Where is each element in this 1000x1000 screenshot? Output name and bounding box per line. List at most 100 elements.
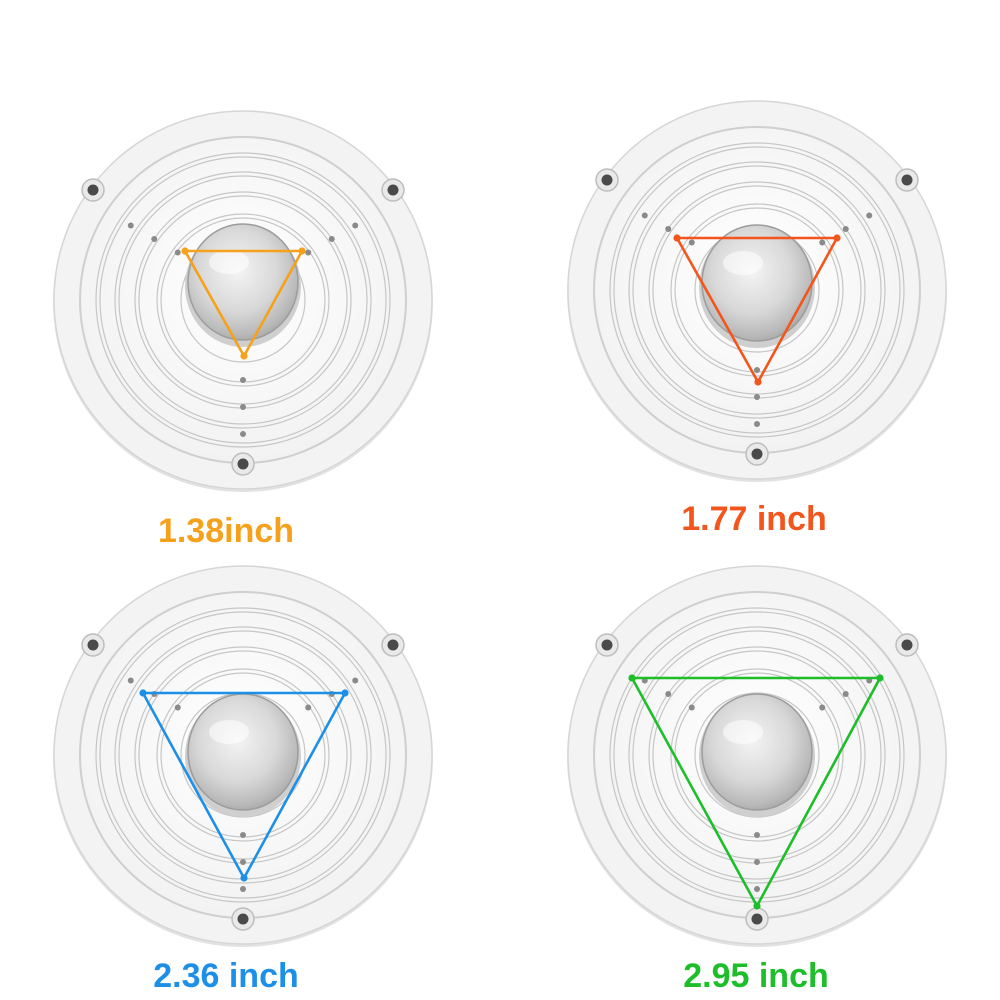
pin-hole <box>842 691 849 697</box>
groove-ring <box>613 611 901 899</box>
size-label-3: 2.36 inch <box>153 957 299 995</box>
mounting-plate-icon <box>567 565 947 947</box>
mounting-plate-icon <box>567 100 947 482</box>
triangle-outline <box>183 249 304 358</box>
pin-hole <box>305 249 312 256</box>
size-label-4: 2.95 inch <box>683 957 829 995</box>
pin-hole <box>240 859 246 865</box>
pin-hole <box>819 704 826 711</box>
pin-hole <box>151 236 158 242</box>
screw-hole <box>387 639 399 651</box>
pin-hole <box>240 377 246 383</box>
dome-highlight <box>723 720 763 744</box>
groove-ring <box>632 165 882 415</box>
screw-hole <box>751 913 763 925</box>
measurement-triangle <box>181 247 306 360</box>
screw-hole <box>87 184 99 196</box>
groove-ring <box>118 175 368 425</box>
screw-hole <box>601 174 613 186</box>
measurement-triangle <box>139 689 349 882</box>
screw-hole <box>237 458 249 470</box>
measurement-triangle <box>628 674 884 910</box>
groove-ring <box>95 607 391 903</box>
pin-hole <box>240 832 246 838</box>
mounting-plate-icon <box>53 110 433 492</box>
pin-hole <box>328 236 335 242</box>
pin-hole <box>127 222 134 229</box>
pin-hole <box>754 421 760 427</box>
triangle-outline <box>675 236 839 384</box>
pin-hole <box>819 239 826 246</box>
pin-hole <box>665 691 672 697</box>
pin-hole <box>754 367 760 373</box>
pin-hole <box>688 239 695 246</box>
dome-highlight <box>723 251 763 275</box>
groove-ring <box>114 626 372 884</box>
size-label-2: 1.77 inch <box>681 500 827 538</box>
dome <box>701 224 813 342</box>
screw-hole <box>901 174 913 186</box>
dome <box>187 223 299 341</box>
dome-highlight <box>209 720 249 744</box>
groove-ring <box>114 171 372 429</box>
pin-hole <box>754 859 760 865</box>
pin-hole <box>688 704 695 711</box>
pin-hole <box>240 404 246 410</box>
pin-hole <box>240 431 246 437</box>
groove-ring <box>609 607 905 903</box>
groove-ring <box>632 630 882 880</box>
pin-hole <box>352 677 359 684</box>
pin-hole <box>127 677 134 684</box>
groove-ring <box>156 213 330 387</box>
triangle-vertex <box>628 674 636 682</box>
groove-ring <box>670 203 844 377</box>
pin-hole <box>305 704 312 711</box>
groove-ring <box>670 668 844 842</box>
groove-ring <box>95 152 391 448</box>
measurement-triangle <box>673 234 841 386</box>
screw-hole <box>751 448 763 460</box>
triangle-vertex <box>673 234 681 242</box>
pin-hole <box>754 832 760 838</box>
groove-ring <box>628 626 886 884</box>
triangle-outline <box>141 691 347 880</box>
groove-ring <box>609 142 905 438</box>
groove-ring <box>613 146 901 434</box>
pin-hole <box>174 704 181 711</box>
triangle-vertex <box>876 674 884 682</box>
pin-hole <box>842 226 849 232</box>
triangle-vertex <box>139 689 147 697</box>
pin-hole <box>240 886 246 892</box>
pin-hole <box>641 212 648 219</box>
mounting-plate-icon <box>53 565 433 947</box>
screw-hole <box>901 639 913 651</box>
dome-highlight <box>209 250 249 274</box>
pin-hole <box>352 222 359 229</box>
triangle-vertex <box>181 247 189 255</box>
groove-ring <box>156 668 330 842</box>
triangle-vertex <box>240 874 248 882</box>
pin-hole <box>174 249 181 256</box>
screw-hole <box>237 913 249 925</box>
pin-hole <box>665 226 672 232</box>
screw-hole <box>387 184 399 196</box>
triangle-vertex <box>833 234 841 242</box>
pin-hole <box>866 212 873 219</box>
groove-ring <box>628 161 886 419</box>
triangle-vertex <box>753 902 761 910</box>
triangle-outline <box>630 676 882 908</box>
triangle-vertex <box>298 247 306 255</box>
pin-hole <box>754 886 760 892</box>
screw-hole <box>601 639 613 651</box>
dome <box>187 693 299 811</box>
groove-ring <box>99 611 387 899</box>
dome <box>701 693 813 811</box>
pin-hole <box>754 394 760 400</box>
size-label-1: 1.38inch <box>157 512 295 550</box>
triangle-vertex <box>341 689 349 697</box>
screw-hole <box>87 639 99 651</box>
triangle-vertex <box>240 352 248 360</box>
groove-ring <box>99 156 387 444</box>
triangle-vertex <box>754 378 762 386</box>
